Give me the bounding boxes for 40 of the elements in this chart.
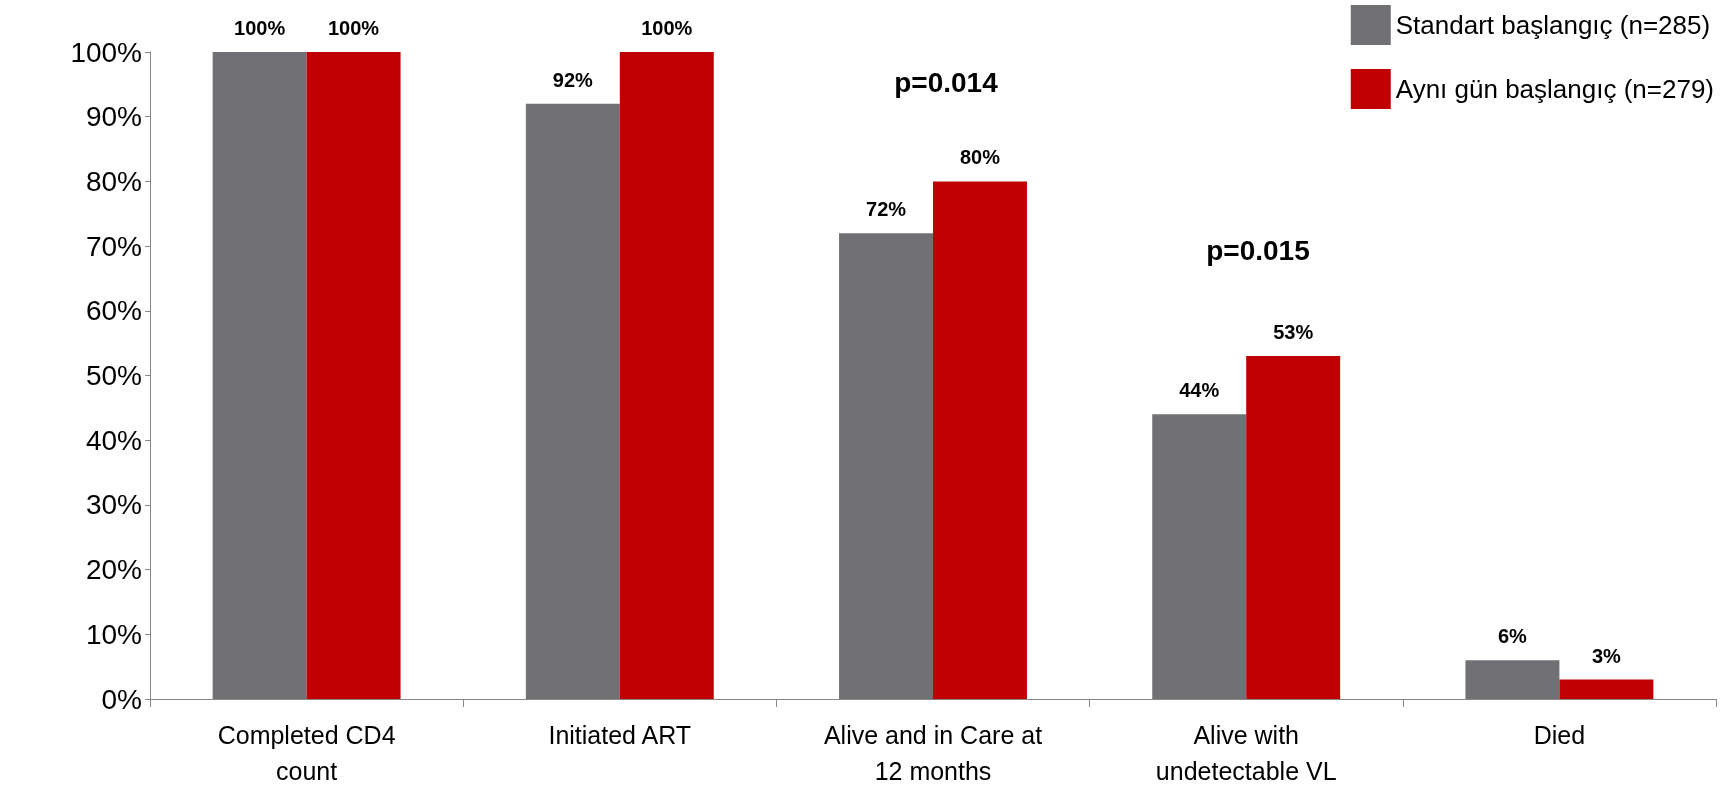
data-label: 53% (1273, 321, 1314, 344)
y-tick-label: 0% (101, 683, 142, 715)
y-tick-label: 100% (70, 36, 142, 68)
y-tick-label: 30% (85, 489, 142, 521)
y-tick-label: 50% (85, 360, 142, 391)
x-tick-label: Died (1533, 721, 1586, 749)
data-label: 6% (1497, 625, 1528, 648)
bar (1465, 660, 1560, 699)
data-label: 100% (234, 17, 286, 39)
bar (933, 181, 1027, 699)
y-tick-label: 20% (85, 554, 142, 586)
bar (1559, 679, 1654, 699)
legend-label: Standart başlangıç (n=285) (1395, 10, 1711, 40)
bar (1152, 414, 1247, 699)
annotation: p=0.015 (1206, 234, 1310, 266)
x-tick-label: Alive with undetectable VL (1155, 721, 1337, 785)
x-tick-label: Initiated ART (548, 721, 692, 749)
annotation: p=0.014 (894, 66, 999, 98)
bar (525, 103, 620, 699)
bar (212, 52, 307, 699)
y-tick-label: 80% (85, 165, 142, 197)
data-label: 100% (328, 17, 380, 39)
bar (306, 52, 401, 699)
data-label: 92% (552, 68, 594, 91)
bar (839, 233, 933, 699)
data-label: 3% (1591, 644, 1622, 667)
y-tick-label: 90% (85, 101, 142, 133)
data-label: 80% (959, 146, 1001, 169)
y-tick-label: 40% (85, 424, 142, 456)
y-tick-label: 60% (85, 295, 142, 327)
y-tick-label: 70% (85, 230, 142, 262)
y-tick-label: 10% (85, 618, 142, 650)
data-label: 44% (1179, 379, 1220, 402)
x-tick-label: Alive and in Care at 12 months (823, 721, 1043, 785)
bar (619, 52, 714, 699)
bar (1246, 356, 1341, 699)
data-label: 100% (641, 17, 693, 39)
data-label: 72% (866, 198, 907, 221)
x-tick-label: Completed CD4 count (217, 721, 396, 785)
legend-label: Aynı gün başlangıç (n=279) (1395, 74, 1714, 104)
